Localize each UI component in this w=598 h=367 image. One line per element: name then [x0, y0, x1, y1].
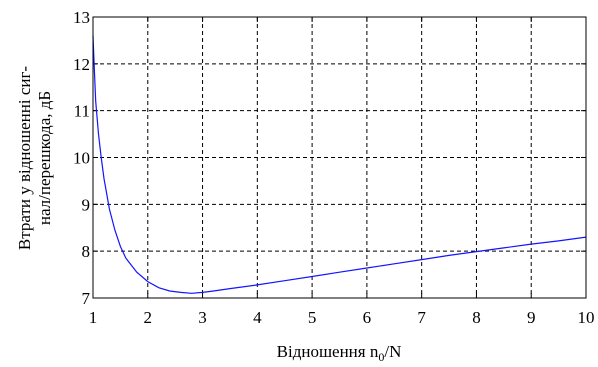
y-axis-title-line-1: Втрати у відношенні сиг- [15, 66, 34, 251]
y-tick-label: 7 [82, 289, 91, 308]
x-tick-label: 4 [253, 308, 262, 327]
y-axis-title: Втрати у відношенні сиг- нал/перешкода, … [15, 66, 54, 251]
series-layer [92, 35, 587, 294]
x-tick-label: 1 [89, 308, 98, 327]
x-tick-label: 8 [472, 308, 481, 327]
y-tick-label: 10 [73, 149, 90, 168]
y-axis-title-line-2: нал/перешкода, дБ [35, 91, 54, 225]
x-tick-label: 10 [578, 308, 595, 327]
tick-marks [92, 16, 587, 299]
y-tick-label: 11 [74, 102, 90, 121]
y-tick-labels: 7 8 9 10 11 12 13 [73, 8, 91, 308]
x-tick-label: 9 [527, 308, 536, 327]
x-tick-label: 2 [144, 308, 153, 327]
x-tick-label: 6 [363, 308, 372, 327]
y-tick-label: 12 [73, 55, 90, 74]
y-tick-label: 8 [82, 242, 91, 261]
plot-frame [92, 16, 587, 299]
series-line [92, 35, 587, 294]
x-axis-title: Відношення n0/N [277, 342, 402, 364]
x-tick-label: 7 [417, 308, 426, 327]
grid [93, 17, 586, 298]
y-tick-label: 9 [82, 195, 91, 214]
x-tick-label: 3 [198, 308, 207, 327]
y-tick-label: 13 [73, 8, 90, 27]
x-tick-labels: 1 2 3 4 5 6 7 8 9 10 [89, 308, 595, 327]
x-tick-label: 5 [308, 308, 317, 327]
